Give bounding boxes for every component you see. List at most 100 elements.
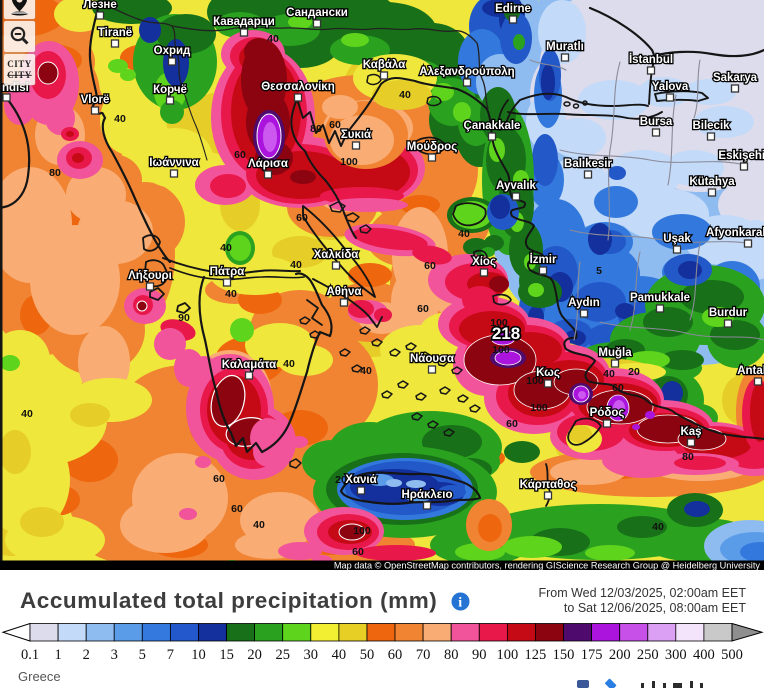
svg-text:60: 60 xyxy=(231,503,243,515)
svg-text:300: 300 xyxy=(665,647,687,663)
svg-text:Кавадарци: Кавадарци xyxy=(213,16,275,28)
svg-text:Κάρπαθος: Κάρπαθος xyxy=(520,479,577,491)
svg-text:Χαλκίδα: Χαλκίδα xyxy=(314,249,359,261)
svg-text:70: 70 xyxy=(416,647,431,663)
svg-text:Χανιά: Χανιά xyxy=(345,474,376,486)
svg-text:25: 25 xyxy=(275,647,290,663)
svg-text:150: 150 xyxy=(553,647,575,663)
svg-text:400: 400 xyxy=(693,647,715,663)
svg-text:Muratlı: Muratlı xyxy=(546,41,584,53)
svg-text:40: 40 xyxy=(267,33,279,45)
svg-text:218: 218 xyxy=(492,324,520,343)
svg-text:Лезне: Лезне xyxy=(83,0,117,11)
svg-text:Θεσσαλονίκη: Θεσσαλονίκη xyxy=(261,81,335,93)
svg-text:125: 125 xyxy=(525,647,547,663)
svg-text:30: 30 xyxy=(304,647,319,663)
svg-text:Ιωάννινα: Ιωάννινα xyxy=(149,157,198,169)
svg-text:60: 60 xyxy=(213,473,225,485)
svg-text:175: 175 xyxy=(581,647,603,663)
svg-text:60: 60 xyxy=(352,546,364,558)
svg-text:Kaş: Kaş xyxy=(680,426,701,438)
svg-text:Охрид: Охрид xyxy=(154,45,191,57)
svg-text:Καλαμάτα: Καλαμάτα xyxy=(222,359,276,371)
svg-text:80: 80 xyxy=(310,123,322,135)
svg-text:100: 100 xyxy=(490,317,508,329)
svg-text:Λάρισα: Λάρισα xyxy=(248,158,288,170)
svg-text:Πάτρα: Πάτρα xyxy=(210,266,245,278)
svg-text:20: 20 xyxy=(335,474,347,486)
svg-text:80: 80 xyxy=(682,451,694,463)
svg-text:Χίος: Χίος xyxy=(472,256,496,268)
svg-text:Map data © OpenStreetMap contr: Map data © OpenStreetMap contributors, r… xyxy=(334,561,761,571)
svg-text:20: 20 xyxy=(628,366,640,378)
svg-text:40: 40 xyxy=(399,89,411,101)
svg-text:Ρόδος: Ρόδος xyxy=(590,407,625,419)
svg-text:Afyonkarahisar: Afyonkarahisar xyxy=(706,227,764,239)
svg-text:İstanbul: İstanbul xyxy=(629,53,673,66)
svg-text:Αλεξανδρούπολη: Αλεξανδρούπολη xyxy=(419,66,514,78)
svg-text:2: 2 xyxy=(83,647,90,663)
svg-text:40: 40 xyxy=(652,521,664,533)
svg-text:40: 40 xyxy=(220,242,232,254)
svg-text:3: 3 xyxy=(111,647,118,663)
svg-text:100: 100 xyxy=(353,525,371,537)
svg-text:50: 50 xyxy=(360,647,375,663)
svg-text:1: 1 xyxy=(54,647,61,663)
svg-text:Сандански: Сандански xyxy=(286,7,348,19)
svg-text:7: 7 xyxy=(167,647,174,663)
svg-text:500: 500 xyxy=(721,647,743,663)
svg-text:80: 80 xyxy=(444,647,459,663)
svg-text:60: 60 xyxy=(234,149,246,161)
svg-text:Συκιά: Συκιά xyxy=(341,129,371,141)
svg-text:Ηράκλειο: Ηράκλειο xyxy=(402,489,453,501)
svg-text:5: 5 xyxy=(139,647,146,663)
svg-text:Λήξουρι: Λήξουρι xyxy=(128,270,172,282)
svg-text:250: 250 xyxy=(637,647,659,663)
svg-text:Αθήνα: Αθήνα xyxy=(326,286,361,298)
svg-text:Vlorë: Vlorë xyxy=(81,94,110,106)
svg-text:60: 60 xyxy=(506,418,518,430)
svg-text:Balıkesir: Balıkesir xyxy=(564,158,612,170)
svg-text:90: 90 xyxy=(178,312,190,324)
svg-text:Корчё: Корчё xyxy=(153,84,187,96)
svg-text:Καβάλα: Καβάλα xyxy=(363,59,406,71)
svg-text:60: 60 xyxy=(424,260,436,272)
svg-text:Bursa: Bursa xyxy=(640,116,673,128)
svg-text:100: 100 xyxy=(492,344,510,356)
svg-text:Tiranë: Tiranë xyxy=(98,27,132,39)
svg-text:40: 40 xyxy=(253,519,265,531)
svg-text:Edirne: Edirne xyxy=(495,3,531,15)
svg-text:İzmir: İzmir xyxy=(530,253,557,266)
svg-text:Kütahya: Kütahya xyxy=(689,176,735,188)
svg-text:200: 200 xyxy=(609,647,631,663)
svg-text:5: 5 xyxy=(596,265,602,277)
svg-text:60: 60 xyxy=(296,212,308,224)
svg-text:100: 100 xyxy=(497,647,519,663)
svg-text:40: 40 xyxy=(603,368,615,380)
svg-text:CITY: CITY xyxy=(7,59,32,69)
svg-text:Sakarya: Sakarya xyxy=(713,72,758,84)
svg-text:100: 100 xyxy=(340,156,358,168)
svg-text:100: 100 xyxy=(530,402,548,414)
svg-text:40: 40 xyxy=(332,647,347,663)
svg-text:40: 40 xyxy=(283,358,295,370)
svg-text:Aydın: Aydın xyxy=(568,297,600,309)
svg-text:Çanakkale: Çanakkale xyxy=(464,120,521,132)
svg-text:40: 40 xyxy=(360,365,372,377)
svg-text:60: 60 xyxy=(612,382,624,394)
svg-text:Κως: Κως xyxy=(536,367,560,379)
svg-text:60: 60 xyxy=(388,647,403,663)
svg-text:60: 60 xyxy=(417,303,429,315)
svg-text:Μούδρος: Μούδρος xyxy=(407,141,457,153)
svg-text:Burdur: Burdur xyxy=(709,307,748,319)
svg-text:Ayvalık: Ayvalık xyxy=(496,180,536,192)
svg-text:CITY: CITY xyxy=(7,70,32,80)
svg-text:i: i xyxy=(458,596,462,611)
svg-text:80: 80 xyxy=(49,167,61,179)
svg-text:Muğla: Muğla xyxy=(598,347,632,359)
svg-text:Antalya: Antalya xyxy=(737,365,764,377)
svg-text:40: 40 xyxy=(290,259,302,271)
svg-text:Eskişehir: Eskişehir xyxy=(718,150,764,162)
svg-text:40: 40 xyxy=(114,113,126,125)
svg-text:10: 10 xyxy=(191,647,206,663)
